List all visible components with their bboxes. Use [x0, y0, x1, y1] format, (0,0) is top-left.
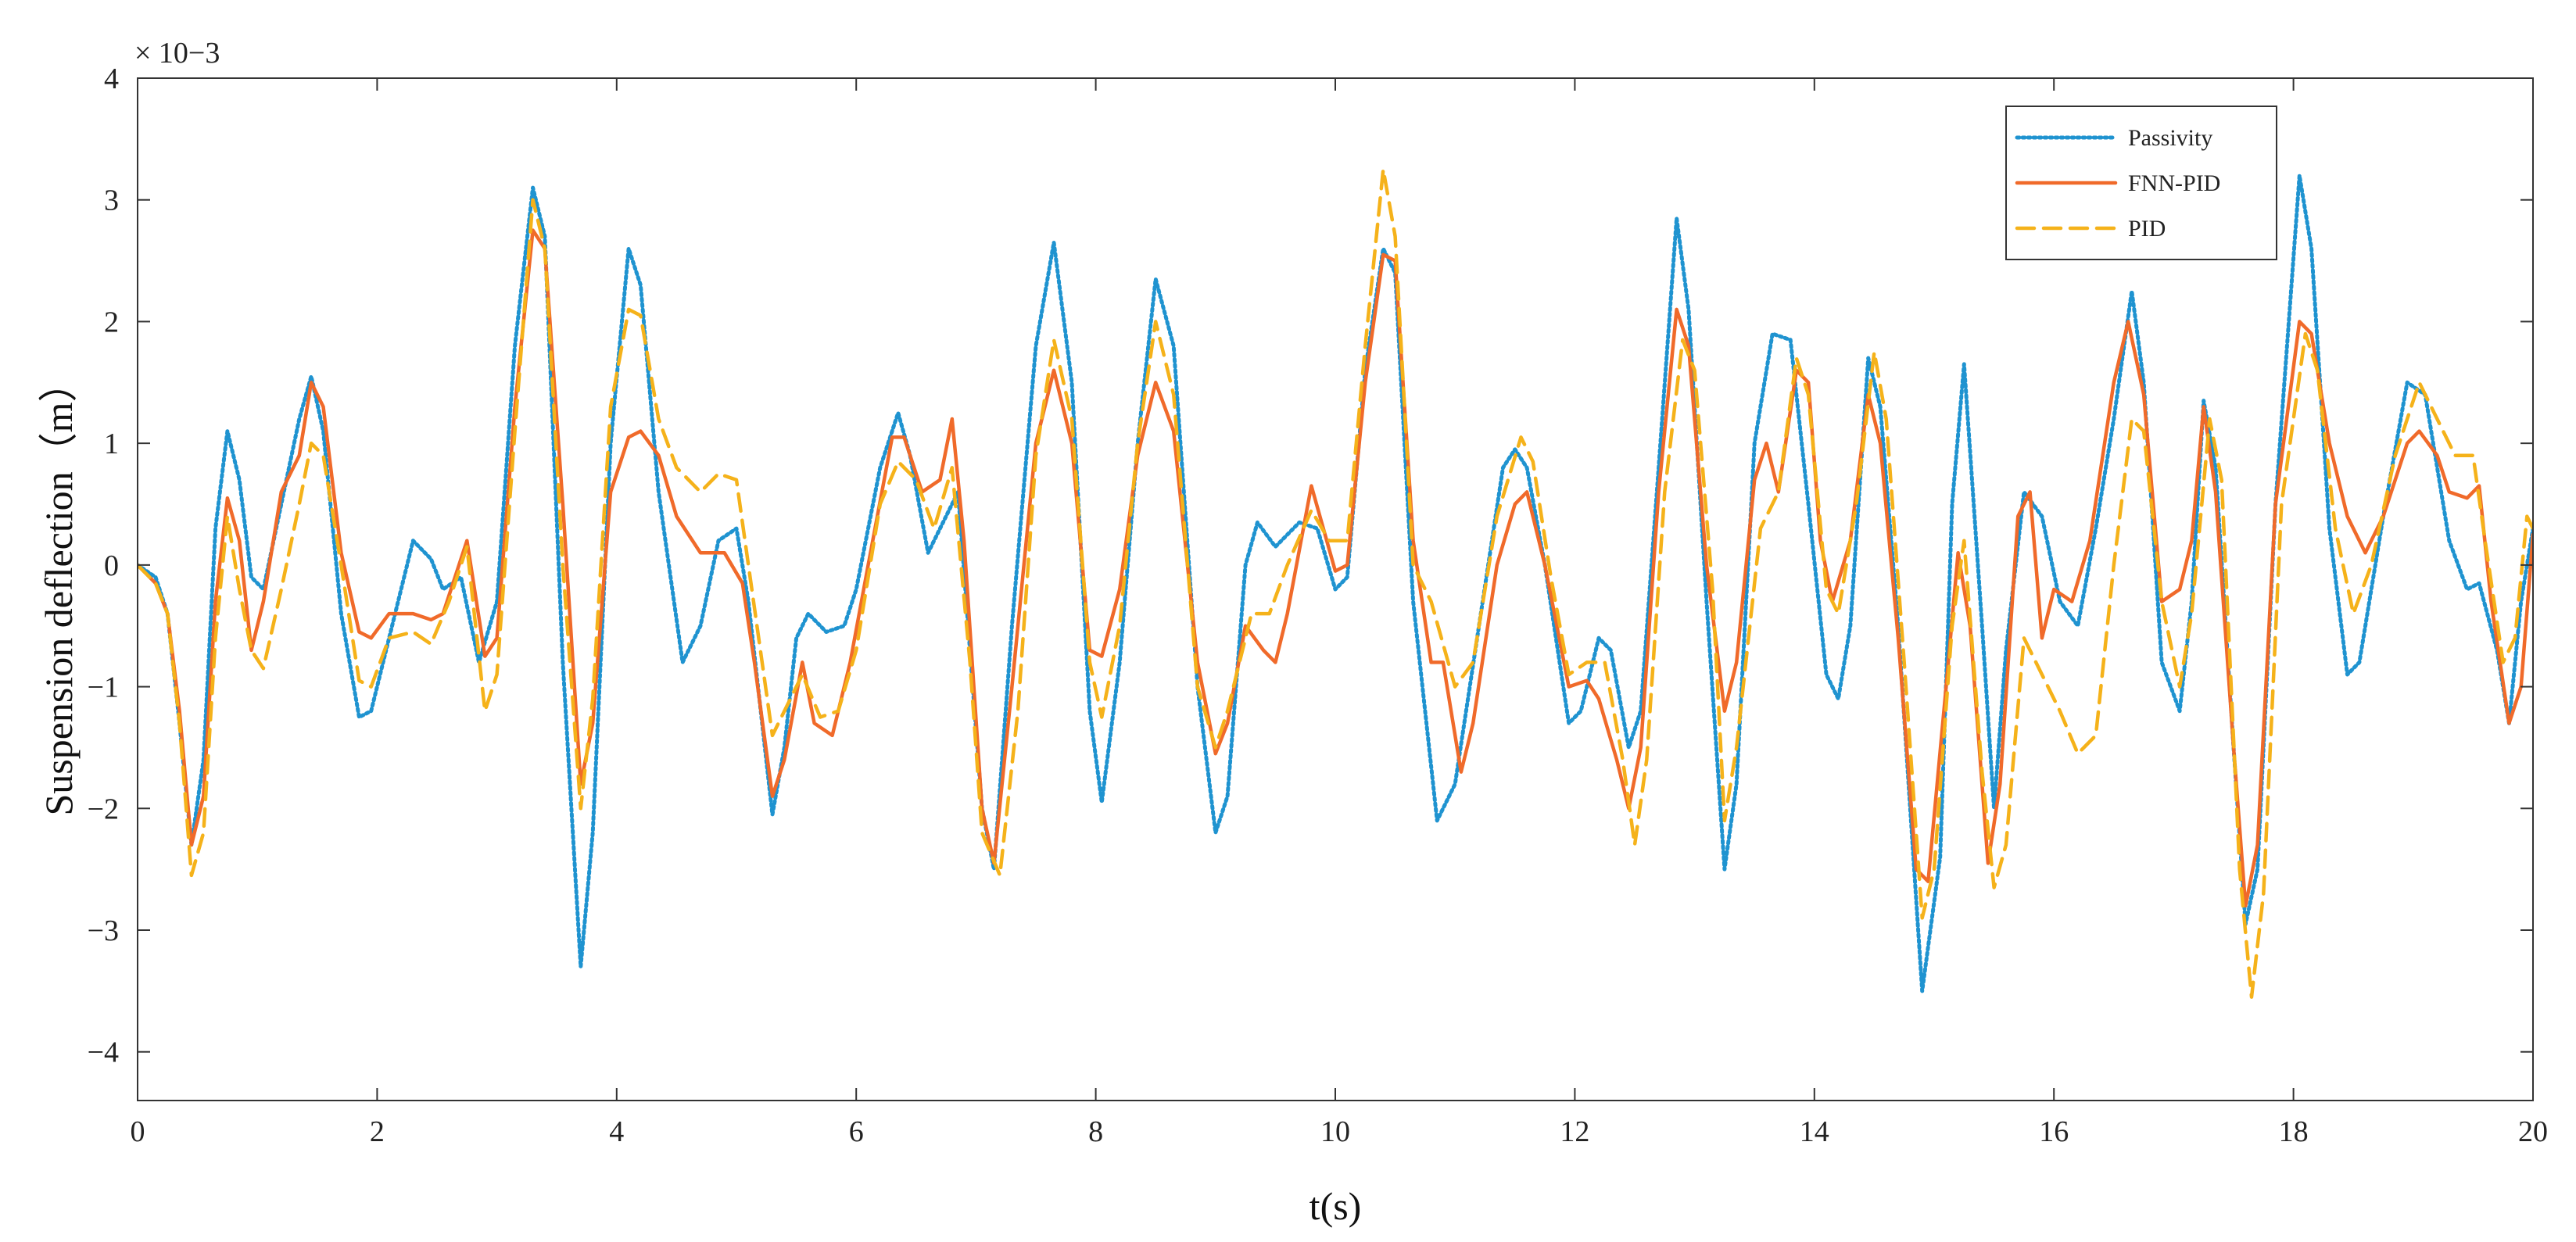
y-tick-label: −1	[88, 671, 119, 704]
y-tick-label: 2	[104, 306, 119, 338]
x-tick-label: 6	[849, 1115, 864, 1148]
x-tick-label: 8	[1088, 1115, 1103, 1148]
legend-label: PID	[2128, 216, 2166, 242]
y-tick-label: −3	[88, 914, 119, 947]
series-line-passivity	[138, 174, 2533, 993]
y-tick-label: 3	[104, 184, 119, 217]
y-tick-label: 0	[104, 549, 119, 582]
series-layer	[138, 167, 2533, 999]
x-tick-label: 4	[609, 1115, 624, 1148]
y-tick-label: 1	[104, 428, 119, 460]
x-tick-label: 14	[1800, 1115, 1829, 1148]
legend: Passivity FNN-PID PID	[2005, 106, 2277, 260]
x-tick-label: 12	[1560, 1115, 1589, 1148]
x-tick-label: 2	[370, 1115, 385, 1148]
x-tick-label: 0	[131, 1115, 145, 1148]
legend-label: Passivity	[2128, 125, 2212, 151]
y-tick-label: −4	[88, 1036, 119, 1069]
legend-label: FNN-PID	[2128, 170, 2220, 196]
x-tick-label: 18	[2279, 1115, 2309, 1148]
x-tick-label: 16	[2039, 1115, 2069, 1148]
x-tick-label: 10	[1320, 1115, 1350, 1148]
y-tick-label: 4	[104, 63, 119, 95]
series-line-pid	[138, 167, 2533, 999]
y-scale-multiplier: × 10−3	[134, 37, 220, 70]
x-axis-title: t(s)	[1309, 1184, 1362, 1228]
y-tick-label: −2	[88, 793, 119, 825]
y-axis-title: Suspension deflection（m）	[37, 363, 81, 815]
x-tick-label: 20	[2518, 1115, 2548, 1148]
